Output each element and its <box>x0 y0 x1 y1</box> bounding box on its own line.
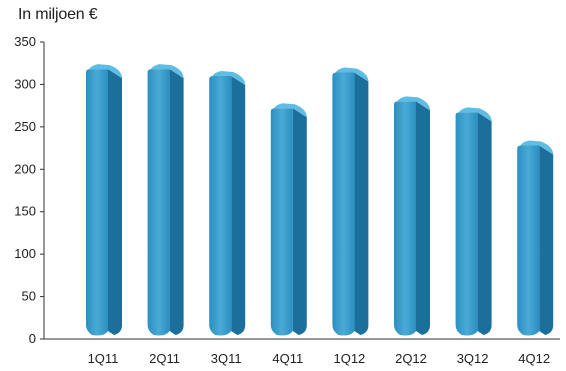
x-category-label: 4Q12 <box>518 351 550 366</box>
x-category-label: 2Q11 <box>149 351 180 366</box>
x-category-label: 3Q11 <box>211 351 242 366</box>
bar-side-face <box>169 69 184 335</box>
bar-top-face <box>273 103 307 118</box>
y-tick-label: 350 <box>14 34 36 49</box>
bar <box>394 96 430 336</box>
bar-side-face <box>416 101 430 336</box>
bar-side-face <box>539 145 554 335</box>
y-tick-label: 50 <box>22 289 36 304</box>
bar <box>270 103 307 336</box>
bar <box>517 140 554 336</box>
bar <box>86 64 122 336</box>
bar-front-face <box>455 112 478 336</box>
bar-front-face <box>270 108 293 336</box>
y-tick-label: 300 <box>14 76 36 91</box>
bar-front-face <box>517 145 540 336</box>
bar-side-face <box>292 108 307 335</box>
bar-side-face <box>354 72 369 335</box>
bar <box>209 70 246 336</box>
x-category-label: 1Q11 <box>88 351 119 366</box>
bar <box>332 67 369 336</box>
y-axis-unit-label: In miljoen € <box>18 6 98 23</box>
bar-side-face <box>477 112 492 335</box>
bar-top-face <box>335 67 369 82</box>
axes: 0 50 100 150 200 250 300 350 <box>14 34 560 346</box>
bar-side-face <box>231 75 246 335</box>
bar-top-face <box>397 96 430 111</box>
bar-top-face <box>150 64 184 79</box>
y-tick-label: 150 <box>14 204 36 219</box>
bar-front-face <box>209 75 232 336</box>
bar <box>455 107 492 336</box>
bar <box>147 64 184 336</box>
bar-side-face <box>108 69 122 335</box>
y-tick-label: 200 <box>14 161 36 176</box>
category-labels: 1Q11 2Q11 3Q11 4Q11 1Q12 2Q12 3Q12 4Q12 <box>88 351 551 366</box>
y-tick-label: 100 <box>14 246 36 261</box>
bar-front-face <box>86 69 108 336</box>
bars <box>86 64 554 336</box>
bar-top-face <box>212 70 246 85</box>
y-tick-label: 250 <box>14 119 36 134</box>
x-category-label: 1Q12 <box>333 351 365 366</box>
x-category-label: 4Q11 <box>272 351 303 366</box>
x-category-label: 3Q12 <box>457 351 489 366</box>
x-category-label: 2Q12 <box>395 351 427 366</box>
bar-front-face <box>394 101 416 336</box>
bar-front-face <box>147 69 170 336</box>
bar-front-face <box>332 72 355 336</box>
y-tick-label: 0 <box>29 331 36 346</box>
bar-top-face <box>89 64 122 79</box>
bar-top-face <box>458 107 492 122</box>
bar-top-face <box>520 140 554 155</box>
